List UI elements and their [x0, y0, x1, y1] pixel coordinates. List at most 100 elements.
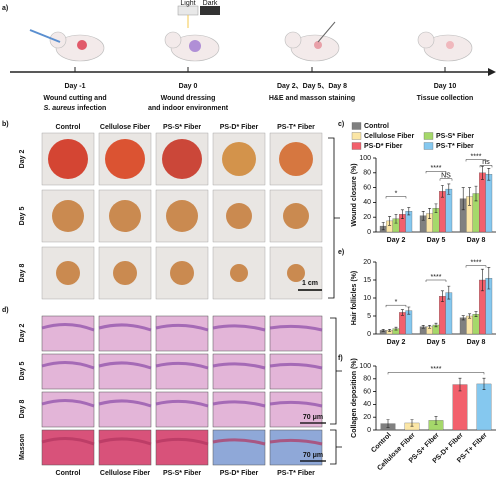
scale-label: 70 μm — [303, 414, 323, 421]
tissue-layer — [98, 361, 152, 370]
histology-image — [98, 353, 152, 390]
error-bar — [428, 325, 432, 329]
histology-image — [98, 391, 152, 428]
legend-label: PS-T* Fiber — [436, 143, 474, 150]
tissue-layer — [155, 437, 209, 446]
x-tick-label: Day 8 — [467, 237, 486, 244]
day-label: Day 10 — [434, 83, 457, 90]
histology-image — [269, 391, 323, 428]
error-bar — [394, 326, 398, 331]
bar — [466, 315, 473, 335]
tissue-layer — [155, 361, 209, 370]
legend-swatch — [423, 132, 434, 140]
caption: H&E and masson staining — [269, 95, 355, 102]
tissue-layer — [212, 324, 266, 332]
tissue-layer — [98, 323, 152, 332]
error-bar — [400, 209, 404, 219]
x-tick-label: Control — [370, 432, 393, 455]
column-label: PS-S* Fiber — [163, 470, 201, 477]
caption-text: infection — [75, 105, 106, 112]
error-bar — [434, 416, 438, 425]
caption-italic: S. aureus — [44, 105, 76, 112]
bar — [472, 314, 480, 335]
error-bar — [386, 419, 390, 428]
dark-label: Dark — [203, 0, 218, 7]
wound — [170, 261, 194, 285]
tissue-layer — [269, 324, 323, 332]
bracket — [330, 317, 342, 465]
tissue-layer — [212, 362, 266, 370]
error-bar — [482, 377, 486, 390]
error-bar — [407, 207, 411, 216]
tissue-layer — [41, 399, 95, 408]
tissue-layer — [212, 400, 266, 408]
y-tick-label: 15 — [363, 277, 371, 284]
y-tick-label: 5 — [367, 313, 371, 320]
bar — [452, 384, 468, 431]
panel-label: e) — [338, 249, 344, 256]
timeline — [10, 5, 496, 76]
error-bar — [474, 185, 478, 202]
panel-label: f) — [338, 355, 343, 362]
panel-label: a) — [2, 5, 8, 12]
tissue-layer — [269, 438, 323, 446]
scale-label: 1 cm — [302, 280, 318, 287]
caption: and indoor environment — [148, 105, 229, 112]
histology-image — [269, 315, 323, 352]
error-bar — [434, 203, 438, 214]
error-bar — [434, 322, 438, 328]
significance-label: **** — [471, 153, 482, 160]
tissue-layer — [41, 361, 95, 370]
column-header: PS-T* Fiber — [277, 124, 315, 131]
column-label: PS-T* Fiber — [277, 470, 315, 477]
y-tick-label: 100 — [359, 155, 371, 162]
column-label: PS-D* Fiber — [220, 470, 259, 477]
tissue-layer — [155, 323, 209, 332]
error-bar — [381, 329, 385, 332]
y-tick-label: 0 — [367, 331, 371, 338]
significance-label: NS — [441, 173, 451, 180]
tissue-layer — [41, 437, 95, 446]
error-bar — [440, 185, 444, 198]
error-bar — [447, 183, 451, 195]
y-tick-label: 20 — [363, 414, 371, 421]
histology-image — [98, 315, 152, 352]
legend-swatch — [351, 142, 362, 150]
histology-image — [155, 315, 209, 352]
y-axis-label: Wound closure (%) — [351, 163, 358, 226]
legend-swatch — [351, 132, 362, 140]
bar — [485, 174, 493, 233]
significance-bracket — [425, 171, 447, 174]
wound — [109, 200, 141, 232]
light-label: Light — [180, 0, 195, 7]
tissue-layer — [212, 438, 266, 446]
error-bar — [388, 216, 392, 226]
y-tick-label: 0 — [367, 427, 371, 434]
x-tick-label: Day 8 — [467, 339, 486, 346]
y-tick-label: 40 — [363, 401, 371, 408]
error-bar — [468, 187, 472, 206]
day-label: Day 0 — [179, 83, 198, 90]
significance-label: **** — [471, 259, 482, 266]
caption: S. aureus infection — [44, 105, 107, 112]
wound — [222, 142, 256, 176]
tissue-layer — [41, 323, 95, 332]
error-bar — [428, 208, 432, 219]
histology-image — [155, 353, 209, 390]
significance-bracket — [439, 178, 453, 181]
error-bar — [440, 290, 444, 302]
tissue-layer — [269, 400, 323, 408]
significance-bracket — [385, 196, 407, 199]
row-label: Day 5 — [19, 362, 26, 381]
wound — [56, 261, 80, 285]
significance-label: **** — [431, 165, 442, 172]
error-bar — [394, 213, 398, 224]
y-tick-label: 80 — [363, 376, 371, 383]
x-tick-label: Day 2 — [387, 237, 406, 244]
row-label: Day 5 — [19, 207, 26, 226]
error-bar — [410, 419, 414, 427]
error-bar — [458, 377, 462, 392]
significance-label: ns — [482, 159, 490, 166]
significance-label: **** — [431, 274, 442, 281]
column-header: PS-S* Fiber — [163, 124, 201, 131]
